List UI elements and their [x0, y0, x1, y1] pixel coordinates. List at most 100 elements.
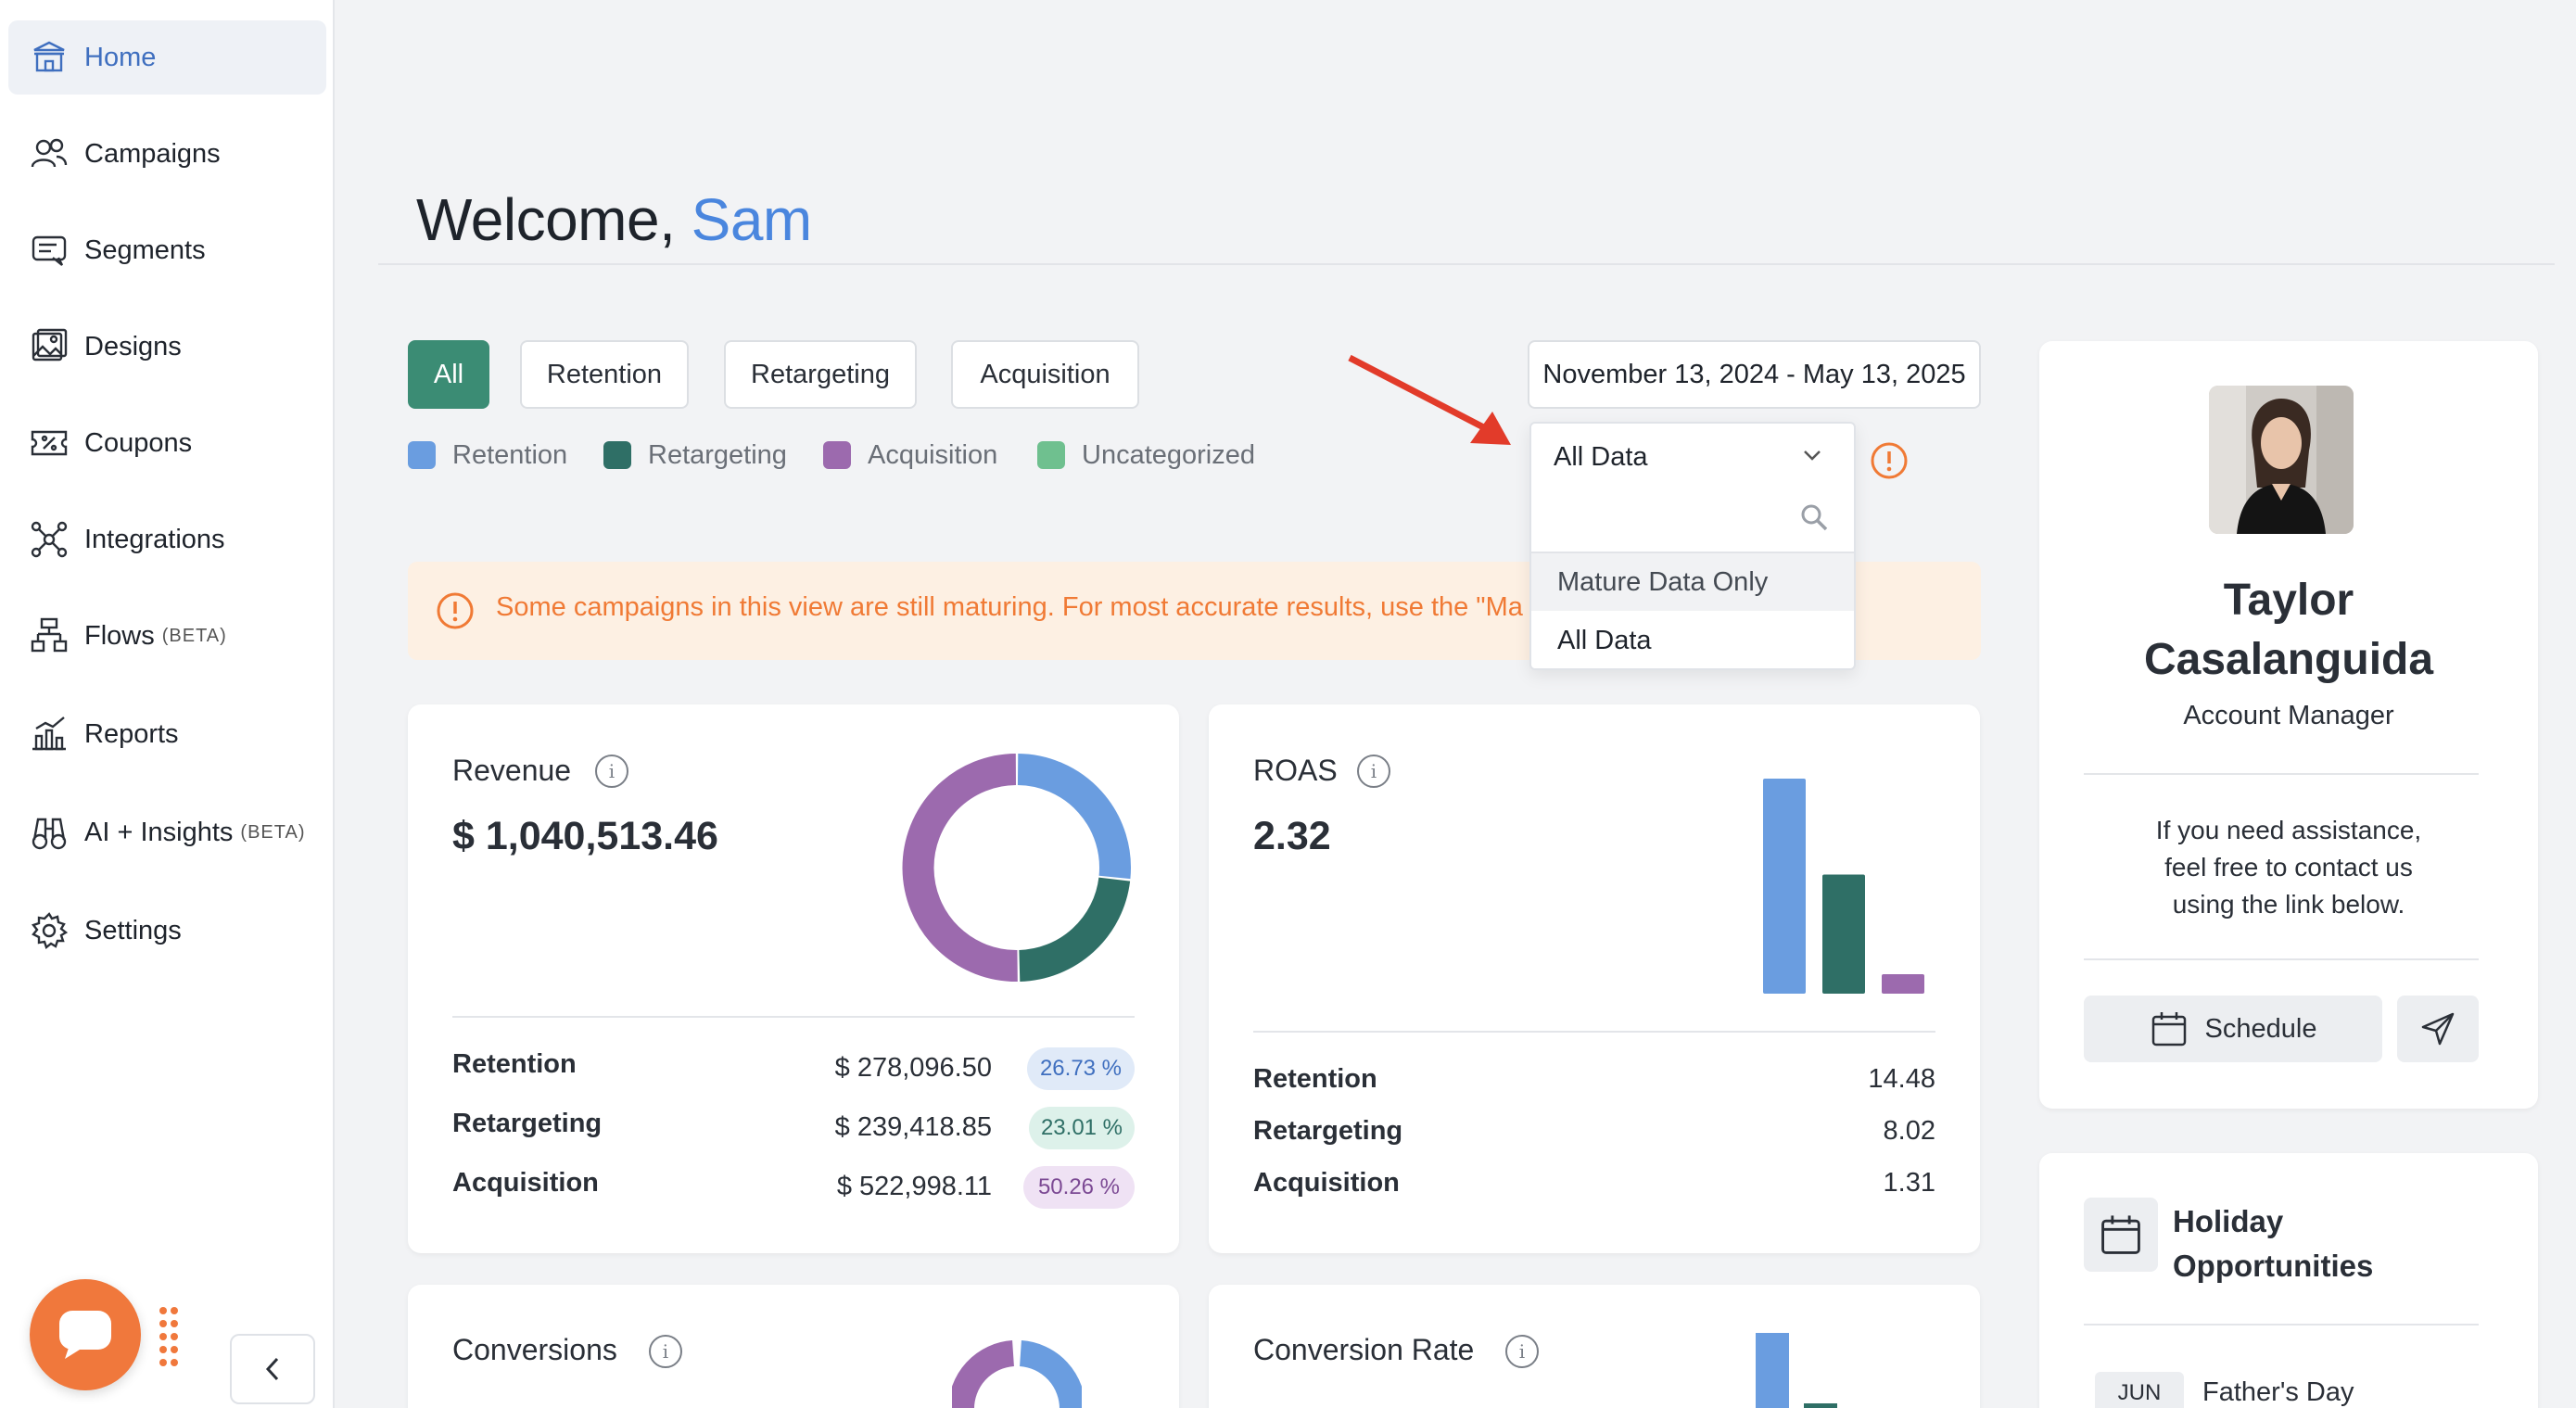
calendar-icon: [2151, 1012, 2186, 1046]
month-badge: JUN: [2095, 1372, 2184, 1408]
sidebar-item-segments[interactable]: Segments: [8, 213, 326, 287]
roas-total: 2.32: [1253, 814, 1331, 858]
tab-all[interactable]: All: [408, 340, 489, 409]
account-manager-card: Taylor Casalanguida Account Manager If y…: [2039, 341, 2538, 1109]
row-label-acquisition: Acquisition: [452, 1168, 599, 1198]
row-label-acquisition: Acquisition: [1253, 1168, 1400, 1198]
bar-retargeting: [1822, 874, 1865, 994]
send-message-button[interactable]: [2397, 996, 2479, 1062]
card-divider: [1253, 1031, 1935, 1033]
network-icon: [31, 521, 68, 558]
card-title: ROAS: [1253, 754, 1338, 787]
row-label-retention: Retention: [452, 1049, 577, 1079]
sidebar-item-home[interactable]: Home: [8, 20, 326, 95]
option-mature-data-only[interactable]: Mature Data Only: [1531, 552, 1854, 611]
donut-segment-retention: [1019, 1340, 1082, 1408]
holiday-name[interactable]: Father's Day: [2202, 1377, 2354, 1407]
card-title: Conversion Rate: [1253, 1333, 1475, 1366]
sidebar-item-ai-insights[interactable]: AI + Insights (BETA): [8, 795, 326, 869]
sidebar-item-label: Settings: [84, 915, 182, 945]
drag-handle-icon[interactable]: [158, 1305, 180, 1368]
coupon-icon: [31, 430, 68, 456]
legend-label: Retention: [452, 439, 568, 470]
date-range-picker[interactable]: November 13, 2024 - May 13, 2025: [1528, 340, 1981, 409]
sidebar-item-integrations[interactable]: Integrations: [8, 502, 326, 577]
info-icon[interactable]: i: [649, 1335, 682, 1368]
sidebar-item-settings[interactable]: Settings: [8, 894, 326, 968]
calendar-badge: [2084, 1198, 2158, 1272]
holiday-opportunities-card: Holiday Opportunities JUN Father's Day: [2039, 1153, 2538, 1408]
sidebar-item-reports[interactable]: Reports: [8, 697, 326, 771]
select-value[interactable]: All Data: [1554, 441, 1648, 472]
row-label-retention: Retention: [1253, 1064, 1377, 1094]
row-value-retargeting: $ 239,418.85: [834, 1112, 992, 1142]
red-arrow-icon: [1348, 354, 1511, 445]
data-maturity-select[interactable]: All Data Mature Data Only All Data: [1529, 422, 1856, 670]
legend-swatch: [1037, 441, 1065, 469]
card-divider: [2084, 1324, 2479, 1326]
info-icon[interactable]: i: [1357, 755, 1390, 788]
sidebar-item-label: Reports: [84, 718, 179, 749]
help-line: using the link below.: [2172, 890, 2405, 919]
pct-badge-retargeting: 23.01 %: [1029, 1107, 1135, 1149]
bar-retargeting: [1804, 1403, 1837, 1408]
legend-swatch: [603, 441, 631, 469]
info-icon[interactable]: i: [595, 755, 628, 788]
sidebar-item-coupons[interactable]: Coupons: [8, 406, 326, 480]
title-line: Opportunities: [2173, 1249, 2374, 1283]
donut-segment-acquisition: [952, 1340, 1015, 1408]
users-icon: [31, 138, 68, 168]
revenue-card: Revenue i $ 1,040,513.46 Retention $ 278…: [408, 704, 1179, 1253]
row-value-acquisition: $ 522,998.11: [836, 1172, 992, 1201]
row-label-retargeting: Retargeting: [452, 1109, 603, 1138]
legend-acquisition: Acquisition: [823, 438, 997, 472]
conversions-donut-chart: [952, 1340, 1082, 1408]
binoculars-icon: [32, 818, 67, 850]
send-icon: [2421, 1012, 2455, 1046]
greeting-text: Welcome,: [416, 186, 676, 253]
collapse-sidebar-button[interactable]: [230, 1334, 315, 1404]
sidebar-item-label: AI + Insights: [84, 817, 234, 847]
bar-acquisition: [1882, 974, 1924, 994]
name-line: Casalanguida: [2143, 635, 2434, 684]
flow-icon: [31, 617, 68, 653]
header-divider: [378, 263, 2555, 265]
legend-label: Retargeting: [648, 439, 787, 470]
legend-label: Uncategorized: [1082, 439, 1255, 470]
chart-icon: [32, 717, 66, 751]
revenue-total: $ 1,040,513.46: [452, 814, 718, 858]
donut-segment-acquisition: [902, 754, 1018, 983]
name-line: Taylor: [2223, 576, 2354, 625]
sidebar-item-designs[interactable]: Designs: [8, 310, 326, 384]
sidebar-item-label: Segments: [84, 235, 206, 265]
chat-icon: [59, 1311, 111, 1359]
segments-icon: [32, 235, 67, 266]
tab-retention[interactable]: Retention: [520, 340, 689, 409]
pct-badge-retention: 26.73 %: [1027, 1047, 1135, 1090]
legend-uncategorized: Uncategorized: [1037, 438, 1255, 472]
row-value-retention: 14.48: [1868, 1064, 1935, 1094]
chat-button[interactable]: [30, 1279, 141, 1390]
chevron-left-icon: [265, 1357, 279, 1381]
sidebar-item-campaigns[interactable]: Campaigns: [8, 117, 326, 191]
sidebar-item-flows[interactable]: Flows (BETA): [8, 599, 326, 673]
row-value-retention: $ 278,096.50: [834, 1053, 992, 1083]
chevron-down-icon[interactable]: [1802, 448, 1822, 463]
tab-retargeting[interactable]: Retargeting: [724, 340, 917, 409]
revenue-donut-chart: [902, 754, 1131, 983]
beta-badge: (BETA): [240, 821, 306, 843]
warning-icon[interactable]: [1870, 441, 1909, 480]
user-name: Sam: [691, 186, 813, 253]
sidebar-item-label: Home: [84, 42, 157, 72]
image-icon: [32, 328, 68, 362]
roas-card: ROAS i 2.32 Retention 14.48 Retargeting …: [1209, 704, 1980, 1253]
info-icon[interactable]: i: [1505, 1335, 1539, 1368]
legend-retargeting: Retargeting: [603, 438, 787, 472]
schedule-button[interactable]: Schedule: [2084, 996, 2382, 1062]
card-title: Revenue: [452, 754, 572, 787]
option-all-data[interactable]: All Data: [1557, 625, 1652, 655]
card-divider: [2084, 773, 2479, 775]
tab-acquisition[interactable]: Acquisition: [951, 340, 1139, 409]
bar-retention: [1756, 1333, 1789, 1408]
account-manager-name: Taylor Casalanguida: [2039, 571, 2538, 690]
